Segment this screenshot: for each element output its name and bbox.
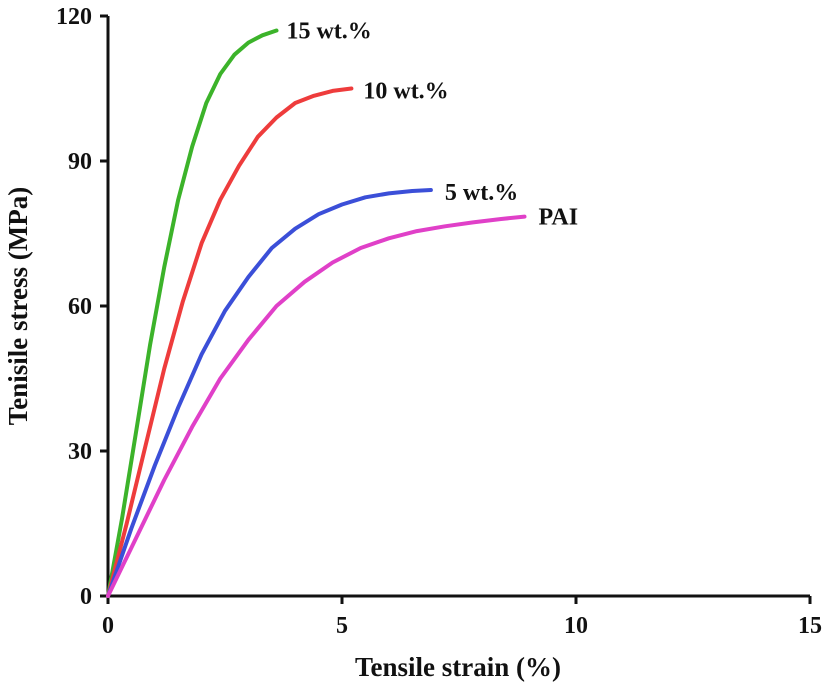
series-curve <box>106 28 279 598</box>
x-axis-title: Tensile strain (%) <box>355 652 561 682</box>
series-label: 10 wt.% <box>363 79 448 105</box>
x-tick-label: 5 <box>336 613 348 639</box>
ticks: 0 5 10 15 0 30 60 90 120 <box>56 4 822 639</box>
series-curve <box>106 188 433 598</box>
series-labels: 15 wt.% 10 wt.% 5 wt.% PAI <box>286 19 578 231</box>
series-curve <box>106 86 354 598</box>
series-label: 15 wt.% <box>286 19 371 45</box>
y-tick-label: 0 <box>80 584 92 610</box>
x-tick-label: 10 <box>564 613 588 639</box>
series-curve <box>106 214 527 598</box>
y-tick-label: 120 <box>56 4 92 30</box>
series-label: 5 wt.% <box>445 180 518 206</box>
x-tick-label: 15 <box>798 613 822 639</box>
x-tick-label: 0 <box>102 613 114 639</box>
y-tick-label: 90 <box>68 149 92 175</box>
series-label: PAI <box>539 205 579 231</box>
axes <box>106 16 810 598</box>
y-tick-label: 60 <box>68 294 92 320</box>
curves <box>106 28 527 598</box>
y-axis-title: Tenisile stress (MPa) <box>3 187 33 425</box>
y-tick-label: 30 <box>68 439 92 465</box>
